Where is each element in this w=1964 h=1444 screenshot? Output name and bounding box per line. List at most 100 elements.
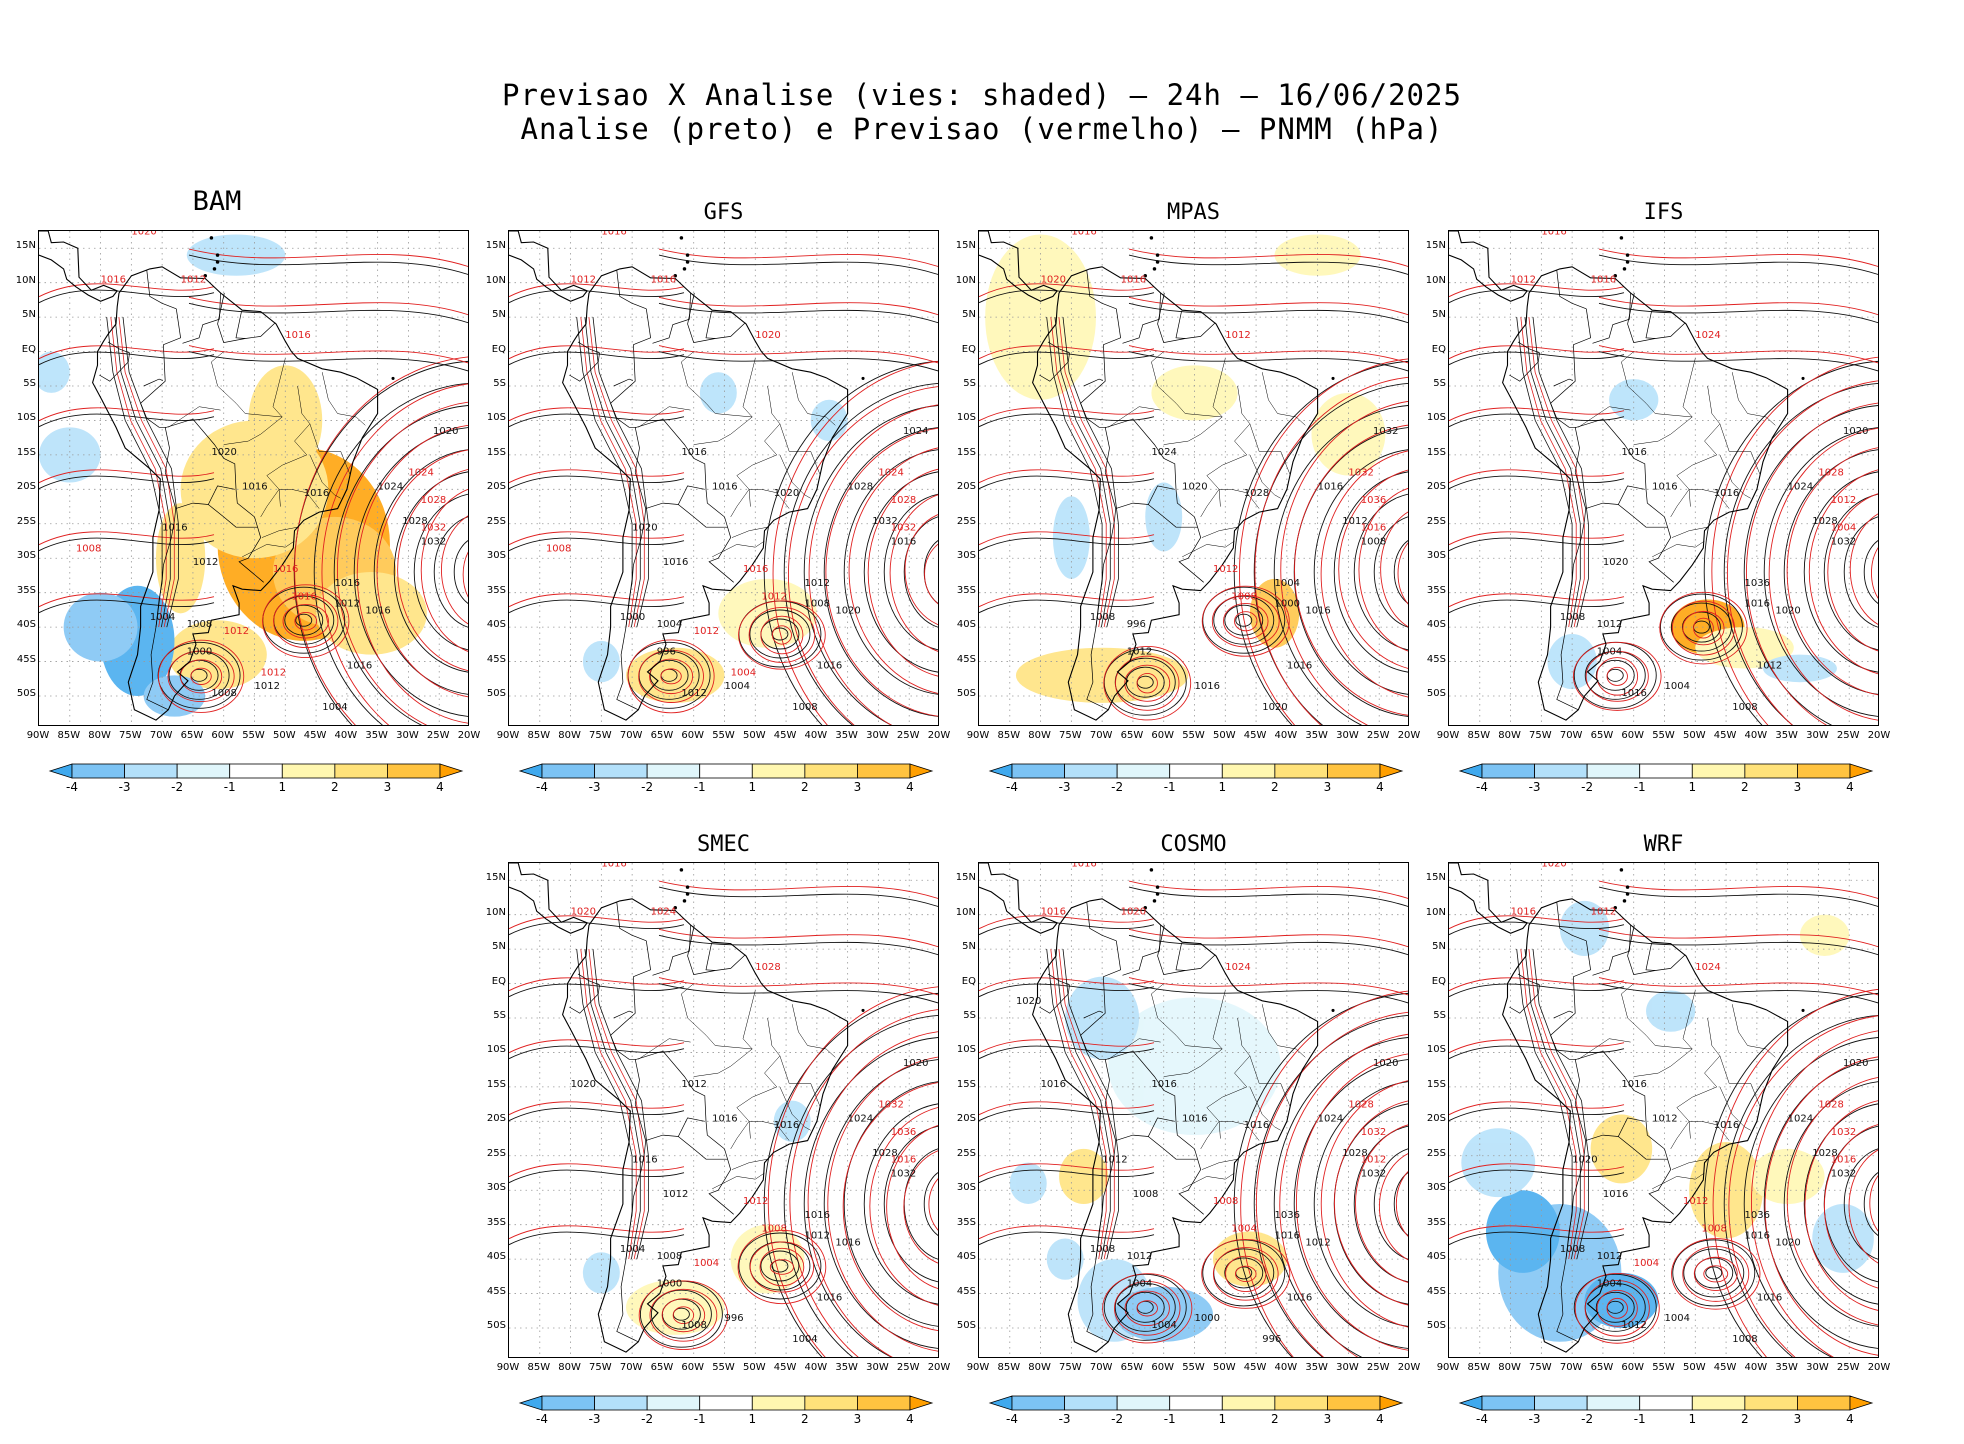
country-border (634, 1104, 647, 1141)
analysis-contour-label: 1024 (1318, 1113, 1343, 1124)
colorbar-tick-label: 2 (1741, 780, 1749, 794)
forecast-contour-label: 1004 (731, 667, 756, 678)
analysis-contour-label: 1004 (1665, 681, 1690, 692)
forecast-isobar (1449, 283, 1625, 298)
bias-shading (985, 234, 1386, 703)
analysis-isobar (979, 1231, 1155, 1246)
analysis-isobar (803, 405, 938, 725)
analysis-contour-label: 1016 (1603, 1189, 1628, 1200)
forecast-contour-label: 1012 (1213, 564, 1238, 575)
analysis-isobar (509, 351, 685, 366)
analysis-contour-label: 1000 (187, 647, 212, 658)
forecast-isobar (1124, 1290, 1170, 1327)
state-border (1163, 990, 1226, 1077)
forecast-contour-label: 1012 (1225, 330, 1250, 341)
analysis-contour-label: 1016 (1621, 688, 1646, 699)
country-border (1553, 378, 1573, 387)
forecast-isobar (509, 977, 685, 992)
state-border (1151, 351, 1223, 418)
lon-tick-label: 65W (1120, 1362, 1144, 1373)
analysis-contour-label: 1012 (805, 1230, 830, 1241)
state-border (731, 1158, 768, 1170)
forecast-isobar (1449, 977, 1625, 992)
state-border (1261, 372, 1306, 426)
analysis-isobar (823, 1059, 938, 1349)
analysis-isobar (979, 599, 1155, 614)
forecast-isobar (580, 317, 637, 628)
colorbar-max-arrow (1379, 763, 1404, 779)
state-border (638, 406, 691, 428)
bias-shading (582, 1100, 811, 1335)
lon-tick-label: 25W (896, 730, 920, 741)
lon-tick-label: 25W (1836, 730, 1860, 741)
borders (99, 270, 366, 711)
forecast-isobar (1358, 487, 1408, 652)
forecast-isobar (1827, 493, 1878, 652)
forecast-isobar (1596, 657, 1639, 696)
forecast-isobar (188, 296, 468, 316)
forecast-isobar (1355, 1124, 1408, 1283)
map-canvas: 1016101610201024102810321016101210081004… (979, 231, 1408, 725)
colorbar-tick-label: 3 (853, 780, 862, 794)
colorbar-segment (1327, 1395, 1381, 1411)
country-border (1574, 1104, 1587, 1141)
colorbar-tick-label: -1 (1163, 1412, 1176, 1426)
analysis-isobar (658, 886, 938, 907)
lat-tick-label: 45S (16, 653, 36, 665)
colorbar-tick-label: -3 (118, 780, 131, 794)
lat-tick-label: 35S (956, 584, 976, 596)
south-america-coast (562, 266, 849, 721)
forecast-isobar (825, 427, 938, 717)
island (1149, 868, 1154, 872)
forecast-isobar (658, 928, 938, 948)
forecast-isobar (294, 356, 468, 725)
lon-tick-label: 60W (211, 730, 235, 741)
analysis-contour-label: 1016 (835, 1237, 860, 1248)
analysis-contour-label: 1016 (1287, 1292, 1312, 1303)
country-border (1574, 427, 1580, 473)
lat-tick-label: 40S (956, 619, 976, 631)
forecast-isobar (1338, 469, 1408, 669)
forecast-isobar (1598, 880, 1878, 899)
forecast-isobar (1449, 345, 1625, 360)
analysis-isobar (1449, 351, 1625, 366)
analysis-contour-label: 1016 (1714, 1120, 1739, 1131)
bias-area (699, 372, 737, 414)
state-border (693, 990, 756, 1077)
forecast-isobar (1395, 1171, 1408, 1237)
state-border (1652, 1172, 1705, 1190)
lon-tick-label: 80W (1028, 730, 1051, 741)
forecast-contour-label: 1020 (755, 330, 780, 341)
island (685, 892, 690, 896)
lon-tick-label: 70W (149, 730, 173, 741)
lon-tick-label: 20W (1397, 730, 1421, 741)
coastlines (509, 231, 865, 721)
country-border (1157, 924, 1216, 976)
lat-tick-label: 50S (956, 1320, 976, 1331)
panel-title: MPAS (1167, 200, 1220, 225)
analysis-contour-label: 1032 (1373, 426, 1398, 437)
forecast-contour-label: 1016 (1071, 231, 1096, 237)
forecast-isobar (1296, 1053, 1408, 1351)
forecast-isobar (1449, 593, 1625, 608)
analysis-isobar (1273, 405, 1408, 725)
lat-tick-label: 15S (956, 446, 976, 458)
borders (1039, 902, 1306, 1343)
forecast-isobar (903, 1150, 938, 1264)
forecast-isobar (1693, 617, 1714, 639)
colorbar-segment (751, 1395, 806, 1411)
forecast-isobar (509, 407, 685, 422)
forecast-isobar (1449, 407, 1625, 422)
forecast-contour-label: 1032 (421, 523, 446, 534)
colorbar-segment (334, 763, 388, 779)
coastlines (979, 231, 1335, 721)
lon-tick-label: 35W (835, 1362, 858, 1373)
lon-tick-label: 35W (365, 730, 388, 741)
country-border (1086, 1140, 1117, 1343)
analysis-isobar (1313, 1081, 1408, 1327)
analysis-contour-label: 1012 (1757, 660, 1782, 671)
lat-tick-label: 25S (16, 515, 36, 527)
colorbar-tick-label: -3 (1528, 1412, 1541, 1426)
map-canvas: 1016101610161020101610201024102810321016… (39, 231, 468, 725)
analysis-contour-label: 1012 (1305, 1237, 1330, 1248)
